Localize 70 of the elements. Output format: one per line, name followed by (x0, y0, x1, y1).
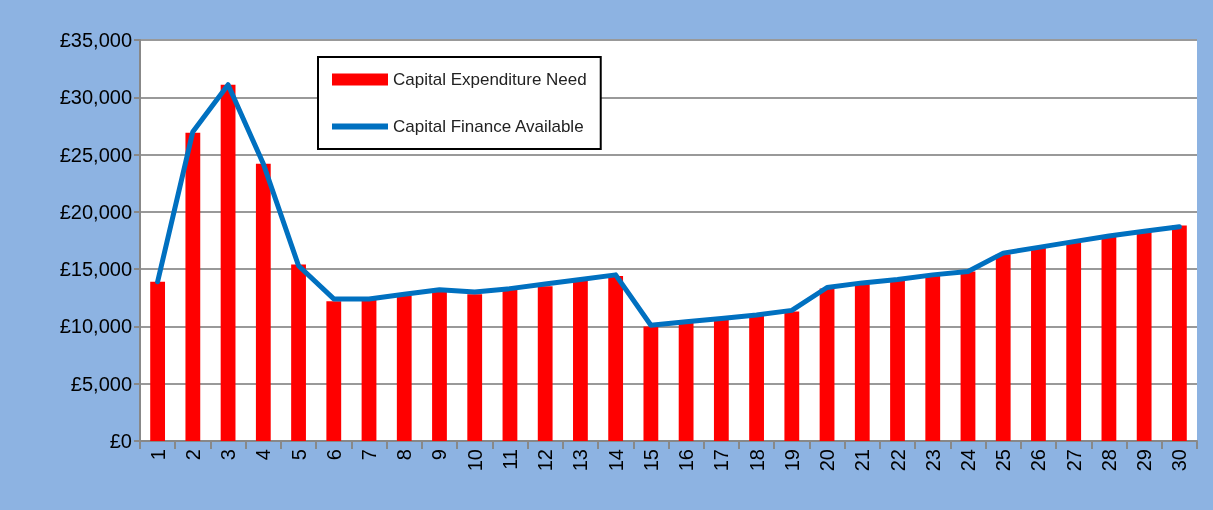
y-tick-label: £25,000 (59, 143, 132, 166)
y-tick-label: £30,000 (59, 86, 132, 109)
x-tick-label: 8 (393, 449, 416, 461)
bar (326, 301, 342, 441)
x-tick-label: 28 (1097, 449, 1120, 472)
x-tick-label: 20 (816, 449, 839, 472)
bar (432, 290, 447, 441)
x-tick-label: 7 (358, 449, 381, 461)
y-tick-label: £5,000 (70, 372, 132, 395)
y-tick-label: £35,000 (59, 29, 132, 51)
bar (537, 286, 553, 441)
bar (573, 280, 588, 441)
x-tick-label: 29 (1133, 449, 1156, 472)
legend-label: Capital Finance Available (393, 117, 584, 136)
bar (890, 279, 905, 441)
x-tick-label: 26 (1027, 449, 1050, 472)
x-tick-label: 5 (287, 449, 310, 461)
bar (995, 254, 1011, 441)
x-tick-label: 22 (886, 449, 909, 472)
legend-label: Capital Expenditure Need (393, 70, 587, 89)
x-tick-label: 25 (992, 449, 1015, 472)
x-tick-label: 18 (745, 449, 768, 472)
x-tick-label: 23 (921, 449, 944, 472)
bar (678, 322, 694, 441)
x-tick-label: 14 (604, 449, 627, 472)
x-tick-label: 1 (146, 449, 169, 461)
x-tick-label: 2 (181, 449, 204, 461)
x-tick-label: 10 (463, 449, 486, 472)
bar (1031, 247, 1046, 441)
bar (713, 319, 729, 441)
bar (608, 276, 624, 441)
x-tick-label: 30 (1168, 449, 1191, 472)
bar (1101, 237, 1117, 441)
bar (255, 163, 271, 441)
bar (220, 84, 236, 441)
bar (396, 295, 412, 441)
y-tick-label: £10,000 (59, 315, 132, 338)
x-tick-label: 17 (710, 449, 733, 472)
bar (150, 281, 166, 441)
y-tick-label: £15,000 (59, 258, 132, 281)
x-tick-label: 21 (851, 449, 874, 472)
x-tick-label: 13 (569, 449, 592, 472)
bar (749, 316, 764, 441)
bar (643, 326, 659, 441)
bar (960, 271, 976, 441)
bar (819, 288, 835, 441)
x-tick-label: 6 (322, 449, 345, 461)
x-tick-label: 27 (1062, 449, 1085, 472)
bar (185, 132, 201, 441)
bar (361, 298, 377, 441)
bar (291, 264, 306, 441)
x-tick-label: 11 (498, 449, 521, 470)
bar (925, 274, 941, 441)
y-tick-label: £0 (109, 430, 132, 452)
x-tick-label: 9 (428, 449, 451, 461)
bar (784, 311, 800, 441)
bar (854, 284, 870, 441)
bar (502, 289, 518, 441)
bar (1066, 242, 1082, 441)
x-tick-label: 19 (780, 449, 803, 472)
x-tick-label: 12 (534, 449, 557, 472)
x-tick-label: 4 (252, 449, 275, 461)
x-tick-label: 3 (217, 449, 240, 461)
x-tick-label: 15 (639, 449, 662, 472)
x-tick-label: 16 (675, 449, 698, 472)
bar (1171, 225, 1187, 441)
bar (467, 294, 483, 441)
y-tick-label: £20,000 (59, 200, 132, 223)
bar (1136, 231, 1152, 441)
x-tick-label: 24 (956, 449, 979, 472)
